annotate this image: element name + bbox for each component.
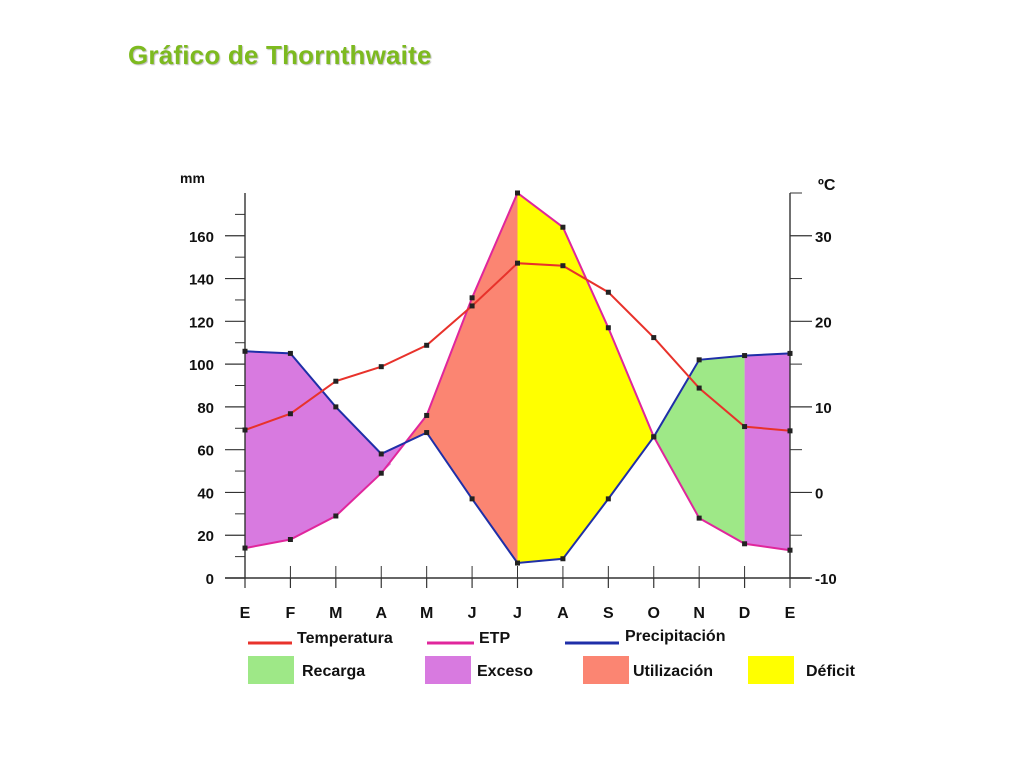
legend-label-deficit: Déficit <box>806 663 856 680</box>
point-precipitacion <box>742 353 748 359</box>
area-exceso <box>744 353 790 551</box>
point-etp <box>696 515 702 521</box>
left-tick-label: 120 <box>189 314 214 331</box>
point-etp <box>787 547 793 553</box>
right-tick-label: 0 <box>815 485 823 502</box>
point-precipitacion <box>560 556 566 562</box>
left-tick-label: 100 <box>189 357 214 374</box>
point-etp <box>424 412 430 418</box>
point-etp <box>605 325 611 331</box>
left-tick-label: 0 <box>206 571 214 588</box>
x-tick-label: E <box>785 605 796 622</box>
point-temperatura <box>515 260 520 266</box>
left-tick-label: 80 <box>197 400 214 417</box>
point-precipitacion <box>651 434 657 440</box>
x-tick-label: E <box>240 605 251 622</box>
point-etp <box>333 513 339 519</box>
point-temperatura <box>787 428 793 434</box>
left-tick-label: 160 <box>189 229 214 246</box>
legend-label-exceso: Exceso <box>477 663 533 680</box>
area-utilizacion <box>405 193 518 563</box>
point-precipitacion <box>424 430 430 436</box>
right-tick-label: 10 <box>815 400 832 417</box>
page-title: Gráfico de Thornthwaite <box>128 40 432 70</box>
point-etp <box>515 190 520 196</box>
x-tick-label: S <box>603 605 614 622</box>
point-precipitacion <box>787 350 793 356</box>
point-precipitacion <box>378 451 384 457</box>
legend-swatch-utilizacion <box>583 656 629 684</box>
point-precipitacion <box>696 357 702 363</box>
point-etp <box>378 470 384 476</box>
x-tick-label: M <box>329 605 342 622</box>
x-tick-label: A <box>557 605 569 622</box>
legend-swatch-exceso <box>425 656 471 684</box>
x-tick-label: A <box>375 605 387 622</box>
point-precipitacion <box>242 348 248 354</box>
legend-label-temperatura: Temperatura <box>297 630 393 647</box>
area-recarga <box>653 355 745 544</box>
point-etp <box>242 545 248 551</box>
x-tick-label: J <box>513 605 522 622</box>
point-temperatura <box>742 424 748 430</box>
right-tick-label: -10 <box>815 571 837 588</box>
left-tick-label: 140 <box>189 272 214 289</box>
point-temperatura <box>242 427 248 433</box>
point-temperatura <box>378 364 384 370</box>
point-temperatura <box>424 342 430 348</box>
left-tick-label: 40 <box>197 485 214 502</box>
point-precipitacion <box>287 350 293 356</box>
x-tick-label: F <box>286 605 296 622</box>
point-temperatura <box>469 303 475 309</box>
point-precipitacion <box>469 496 475 502</box>
point-precipitacion <box>605 496 611 502</box>
point-precipitacion <box>333 404 339 410</box>
legend-label-etp: ETP <box>479 630 510 647</box>
legend-label-recarga: Recarga <box>302 663 365 680</box>
left-axis-unit: mm <box>180 170 205 186</box>
right-axis-unit: ºC <box>818 177 836 194</box>
x-tick-label: J <box>468 605 477 622</box>
area-exceso <box>245 351 391 549</box>
x-tick-label: D <box>739 605 751 622</box>
point-etp <box>469 295 475 301</box>
point-etp <box>287 537 293 542</box>
point-temperatura <box>560 263 566 269</box>
legend-label-utilizacion: Utilización <box>633 663 713 680</box>
left-tick-label: 60 <box>197 443 214 460</box>
right-tick-label: 20 <box>815 314 832 331</box>
point-temperatura <box>333 378 339 384</box>
area-deficit <box>517 193 654 563</box>
right-tick-label: 30 <box>815 229 832 246</box>
left-tick-label: 20 <box>197 528 214 545</box>
point-precipitacion <box>515 560 520 566</box>
legend-label-precipitacion: Precipitación <box>625 628 725 645</box>
x-tick-label: O <box>648 605 660 622</box>
point-temperatura <box>287 411 293 417</box>
point-etp <box>742 541 748 547</box>
point-temperatura <box>696 385 702 391</box>
point-etp <box>560 224 566 230</box>
x-tick-label: N <box>693 605 705 622</box>
point-temperatura <box>605 289 611 295</box>
x-tick-label: M <box>420 605 433 622</box>
legend-swatch-deficit <box>748 656 794 684</box>
legend-swatch-recarga <box>248 656 294 684</box>
point-temperatura <box>651 335 657 341</box>
